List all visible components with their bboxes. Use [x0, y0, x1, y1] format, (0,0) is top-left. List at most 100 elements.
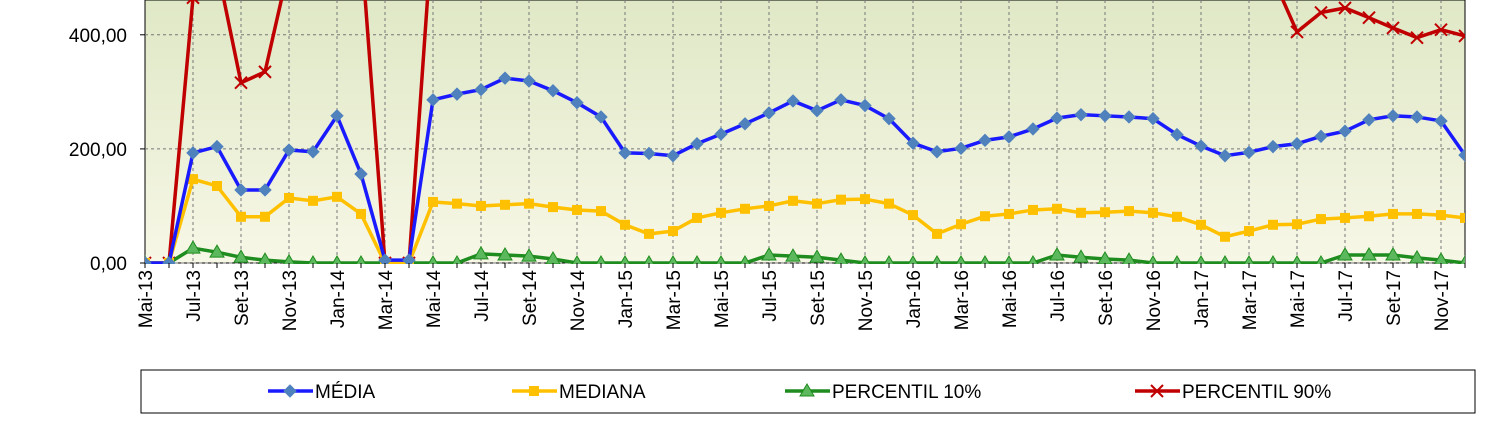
data-point: [212, 180, 222, 191]
legend-label: PERCENTIL 10%: [832, 382, 981, 403]
data-point: [1412, 208, 1422, 219]
data-point: [834, 93, 848, 107]
data-point: [332, 191, 342, 202]
data-point: [571, 255, 583, 264]
x-tick-label: Jul-13: [184, 270, 205, 322]
data-point: [378, 253, 392, 264]
data-point: [330, 109, 344, 123]
legend-label: MEDIANA: [559, 382, 646, 403]
data-point: [1434, 22, 1448, 37]
data-point: [716, 207, 726, 218]
data-point: [619, 255, 631, 264]
data-point: [596, 206, 606, 217]
data-point: [545, 251, 561, 264]
data-point: [1122, 110, 1136, 124]
data-point: [1124, 206, 1134, 217]
data-point: [1220, 231, 1230, 242]
x-tick-label: Mai-14: [424, 270, 445, 329]
legend-marker: [1150, 384, 1164, 398]
data-point: [954, 141, 968, 156]
data-point: [1268, 219, 1278, 230]
data-point: [1074, 107, 1088, 122]
data-point: [1290, 137, 1304, 151]
data-point: [426, 93, 440, 107]
data-point: [1338, 124, 1352, 138]
data-point: [1337, 247, 1353, 261]
y-tick-label: 400,00: [69, 26, 127, 47]
data-point: [740, 203, 750, 214]
data-point: [1028, 204, 1038, 215]
data-point: [1361, 247, 1377, 261]
data-point: [618, 146, 632, 160]
data-point: [282, 143, 296, 157]
x-tick-label: Set-17: [1384, 270, 1405, 326]
data-point: [355, 255, 367, 264]
data-point: [980, 211, 990, 222]
x-tick-label: Nov-14: [568, 270, 589, 332]
data-point: [572, 204, 582, 215]
data-point: [788, 195, 798, 206]
x-tick-label: Set-15: [808, 270, 829, 326]
y-tick-label: 0,00: [90, 254, 127, 275]
data-point: [1458, 29, 1465, 43]
data-point: [209, 244, 225, 258]
data-point: [1460, 212, 1465, 223]
legend-items: MÉDIA MEDIANA PERCENTIL 10% PERCENTIL 90%: [268, 382, 1331, 403]
data-point: [666, 149, 680, 163]
data-point: [1338, 1, 1352, 15]
data-point: [1290, 25, 1304, 39]
data-point: [762, 106, 776, 120]
data-point: [145, 256, 152, 264]
legend-label: PERCENTIL 90%: [1182, 382, 1331, 403]
data-point: [1147, 255, 1159, 264]
data-point: [930, 145, 944, 159]
data-point: [883, 255, 895, 264]
data-point: [594, 110, 608, 124]
data-point: [1315, 255, 1327, 264]
x-tick-label: Jul-16: [1048, 270, 1069, 322]
data-point: [356, 208, 366, 219]
data-point: [738, 117, 752, 131]
x-tick-label: Jan-14: [328, 270, 349, 329]
labels: 0,00 200,00 400,00 Mai-13 Jul-13 Set-13 Nov-13…: [69, 26, 1466, 332]
data-point: [1172, 211, 1182, 222]
data-point: [500, 199, 510, 210]
data-point: [186, 146, 200, 160]
data-point: [882, 111, 896, 126]
data-point: [1003, 255, 1015, 264]
x-tick-label: Mar-16: [952, 270, 973, 330]
data-point: [668, 226, 678, 237]
data-point: [522, 74, 536, 88]
x-tick-label: Mar-17: [1240, 270, 1261, 330]
data-point: [546, 84, 560, 98]
data-point: [1050, 111, 1064, 125]
data-point: [1098, 109, 1112, 123]
data-point: [690, 137, 704, 151]
x-tick-label: Mai-17: [1288, 270, 1309, 328]
data-point: [210, 139, 224, 154]
x-tick-label: Jan-16: [904, 270, 925, 328]
data-point: [692, 212, 702, 223]
data-point: [714, 127, 728, 141]
data-point: [188, 174, 198, 185]
data-point: [1194, 139, 1208, 153]
data-point: [1436, 210, 1446, 221]
data-point: [498, 71, 512, 85]
data-point: [644, 228, 654, 239]
data-point: [476, 200, 486, 211]
data-point: [1458, 148, 1465, 162]
data-point: [308, 195, 318, 206]
data-point: [473, 245, 489, 260]
data-point: [1218, 149, 1232, 163]
data-point: [306, 145, 320, 159]
data-point: [331, 255, 343, 264]
data-point: [428, 196, 438, 207]
data-point: [1097, 251, 1113, 264]
data-point: [260, 211, 270, 222]
data-point: [1002, 130, 1016, 144]
data-point: [931, 255, 943, 264]
data-point: [836, 194, 846, 205]
data-point: [474, 82, 488, 97]
data-point: [1364, 211, 1374, 222]
